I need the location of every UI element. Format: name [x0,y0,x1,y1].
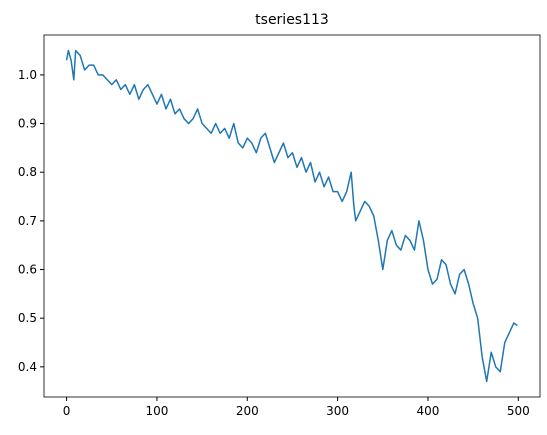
x-tick-label: 200 [236,404,259,418]
y-tick-label: 0.7 [18,214,37,228]
x-tick-label: 100 [145,404,168,418]
x-tick-label: 0 [63,404,71,418]
x-tick-label: 300 [326,404,349,418]
y-tick-label: 0.4 [18,360,37,374]
y-tick-label: 0.6 [18,263,37,277]
x-tick-label: 500 [507,404,530,418]
x-tick-label: 400 [417,404,440,418]
y-tick-label: 0.5 [18,311,37,325]
chart-title: tseries113 [255,12,329,28]
y-tick-label: 0.8 [18,165,37,179]
series-line [65,49,518,383]
y-tick-label: 0.9 [18,117,37,131]
axes-frame [43,34,541,398]
y-tick-label: 1.0 [18,68,37,82]
